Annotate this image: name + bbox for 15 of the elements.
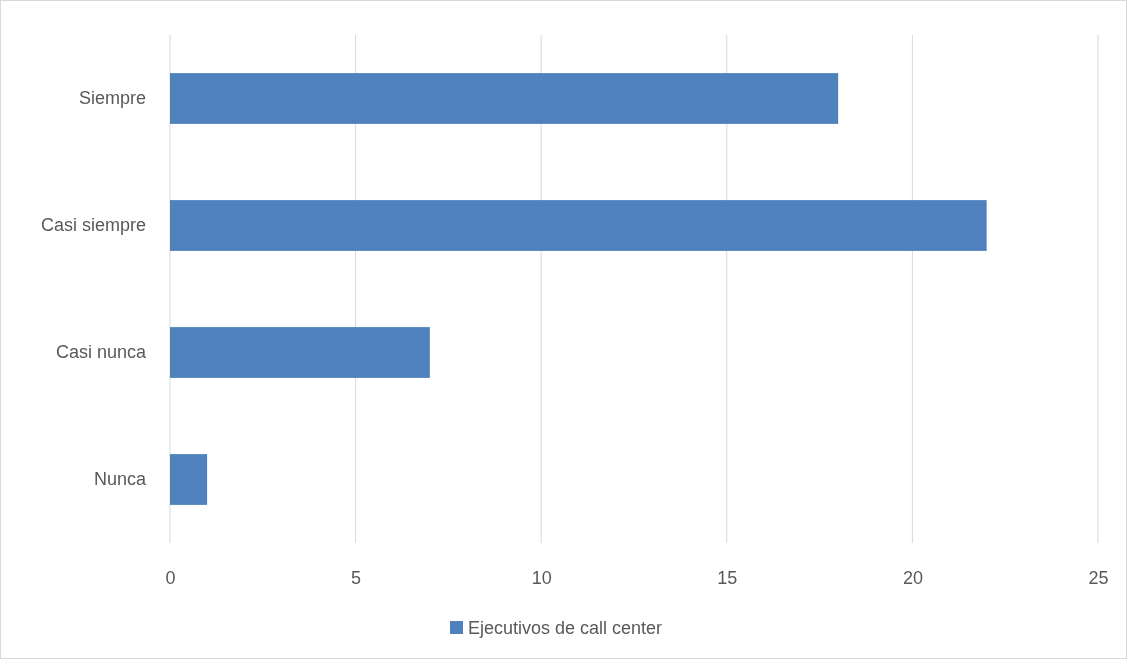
x-tick-label: 0 (165, 567, 176, 588)
y-tick-label: Nunca (93, 469, 147, 490)
x-tick-label: 5 (351, 567, 362, 588)
bar (170, 454, 208, 505)
bar (170, 200, 987, 251)
y-tick-label: Casi nunca (55, 342, 147, 363)
bar (170, 327, 430, 378)
y-tick-label: Siempre (78, 88, 146, 109)
y-tick-label: Casi siempre (40, 215, 146, 236)
x-tick-label: 25 (1088, 567, 1109, 588)
x-tick-label: 20 (902, 567, 923, 588)
bar (170, 73, 839, 124)
legend-label: Ejecutivos de call center (468, 618, 663, 638)
x-tick-label: 15 (717, 567, 738, 588)
x-tick-label: 10 (531, 567, 552, 588)
